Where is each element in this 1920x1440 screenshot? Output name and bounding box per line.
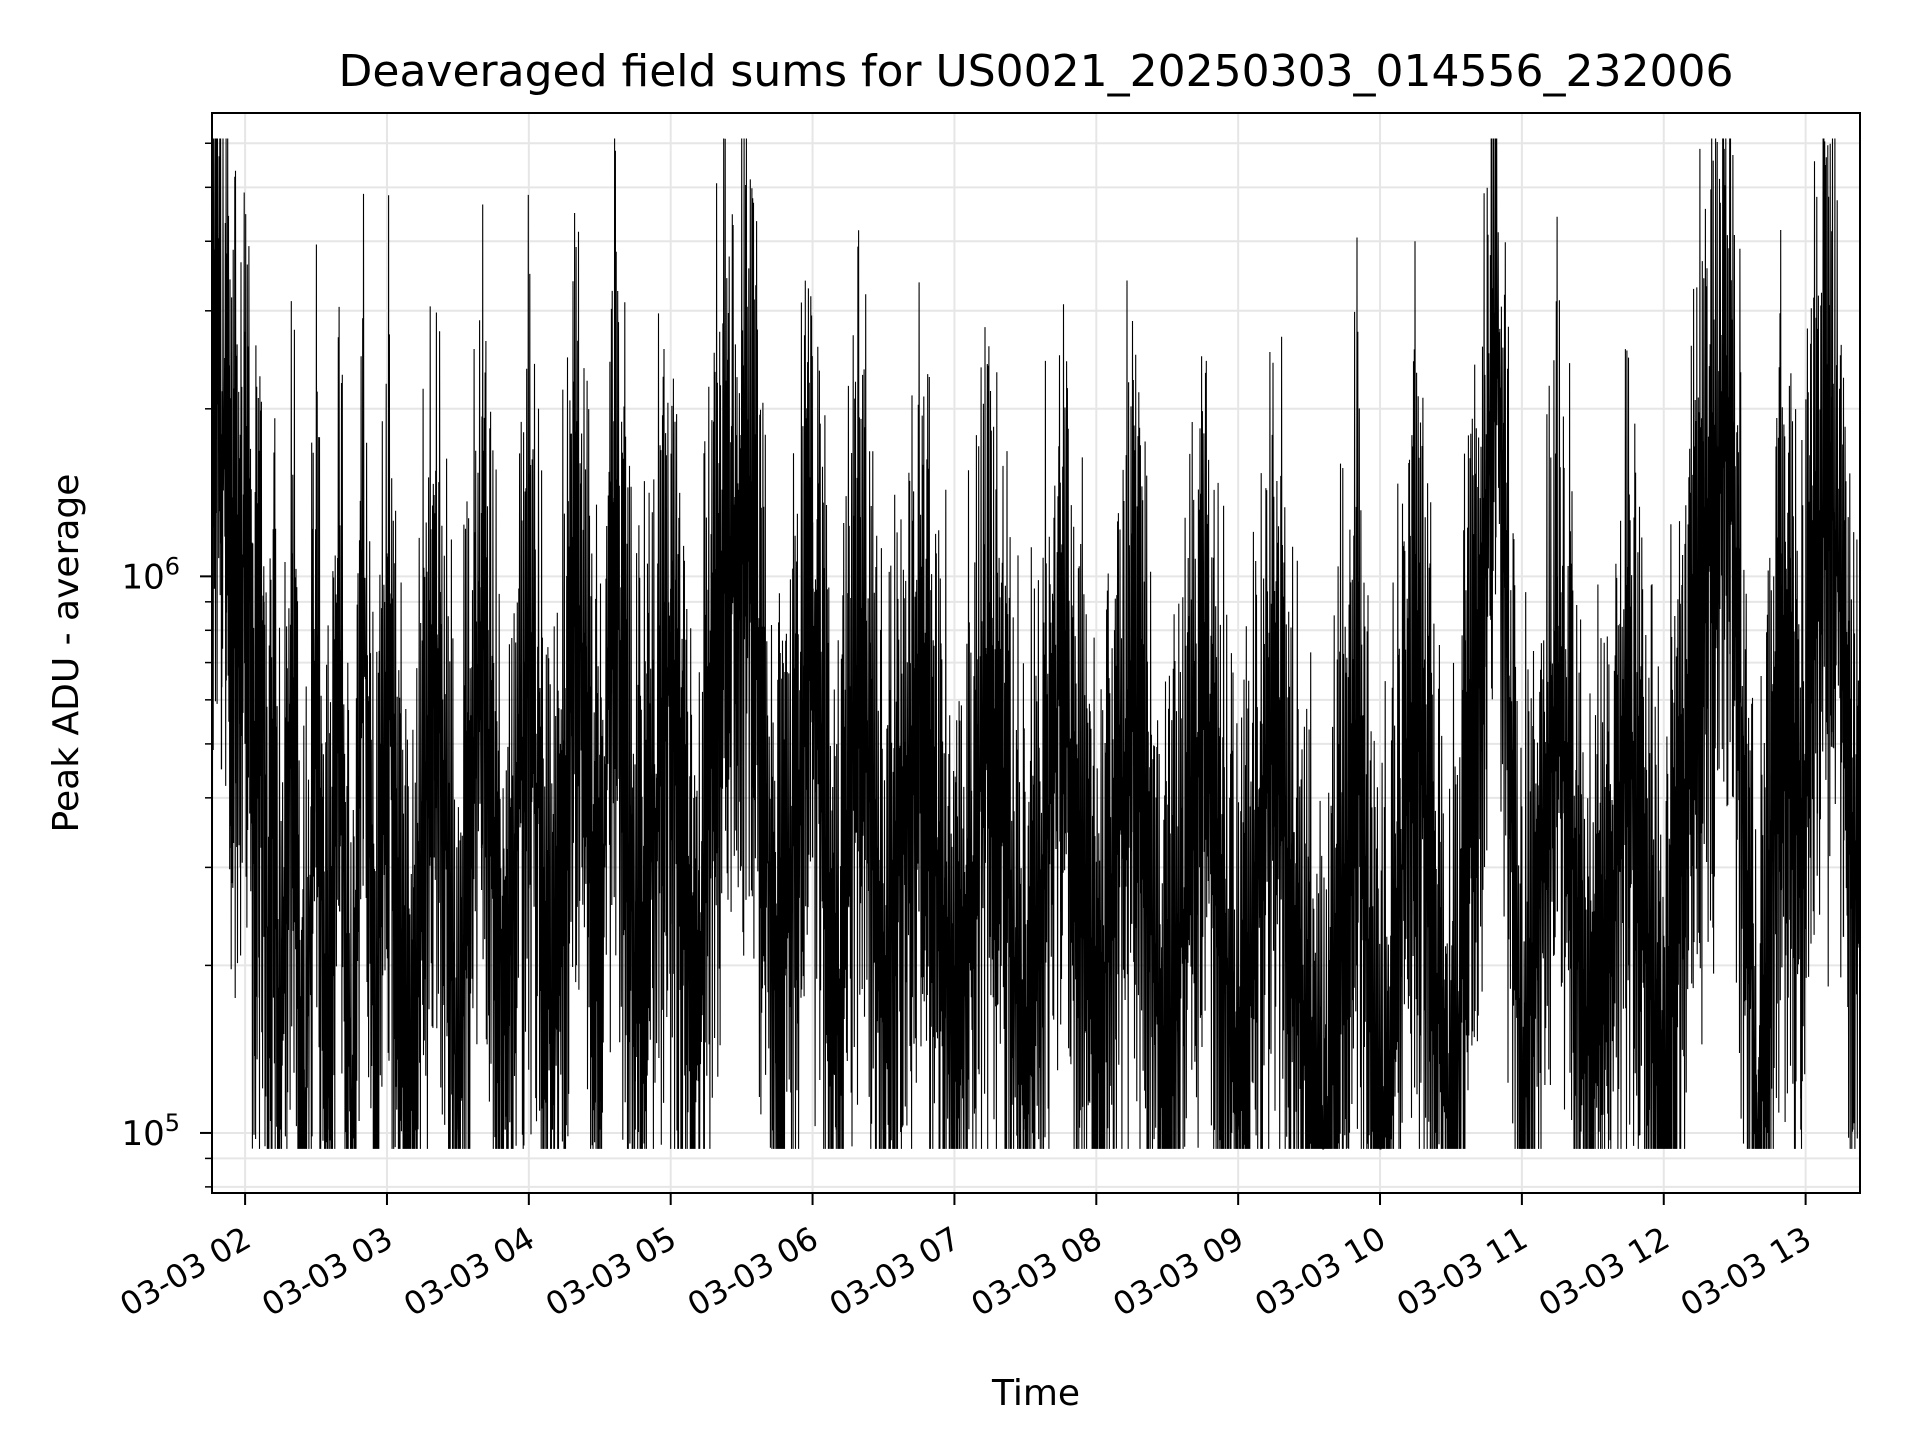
- y-axis-label: Peak ADU - average: [46, 474, 87, 833]
- plot-frame: [211, 112, 1861, 1194]
- y-tick-label: 105: [121, 1109, 180, 1154]
- x-axis-label: Time: [991, 1373, 1080, 1414]
- y-tick-label: 106: [121, 552, 180, 597]
- chart-title: Deaveraged field sums for US0021_2025030…: [339, 46, 1734, 97]
- y-tick-label-base: 10: [121, 557, 164, 597]
- series-layer: [212, 138, 1860, 1150]
- y-tick-label-base: 10: [121, 1114, 164, 1154]
- y-tick-label-exponent: 5: [165, 1109, 180, 1137]
- series-line: [212, 138, 1860, 1150]
- y-tick-label-exponent: 6: [165, 552, 180, 580]
